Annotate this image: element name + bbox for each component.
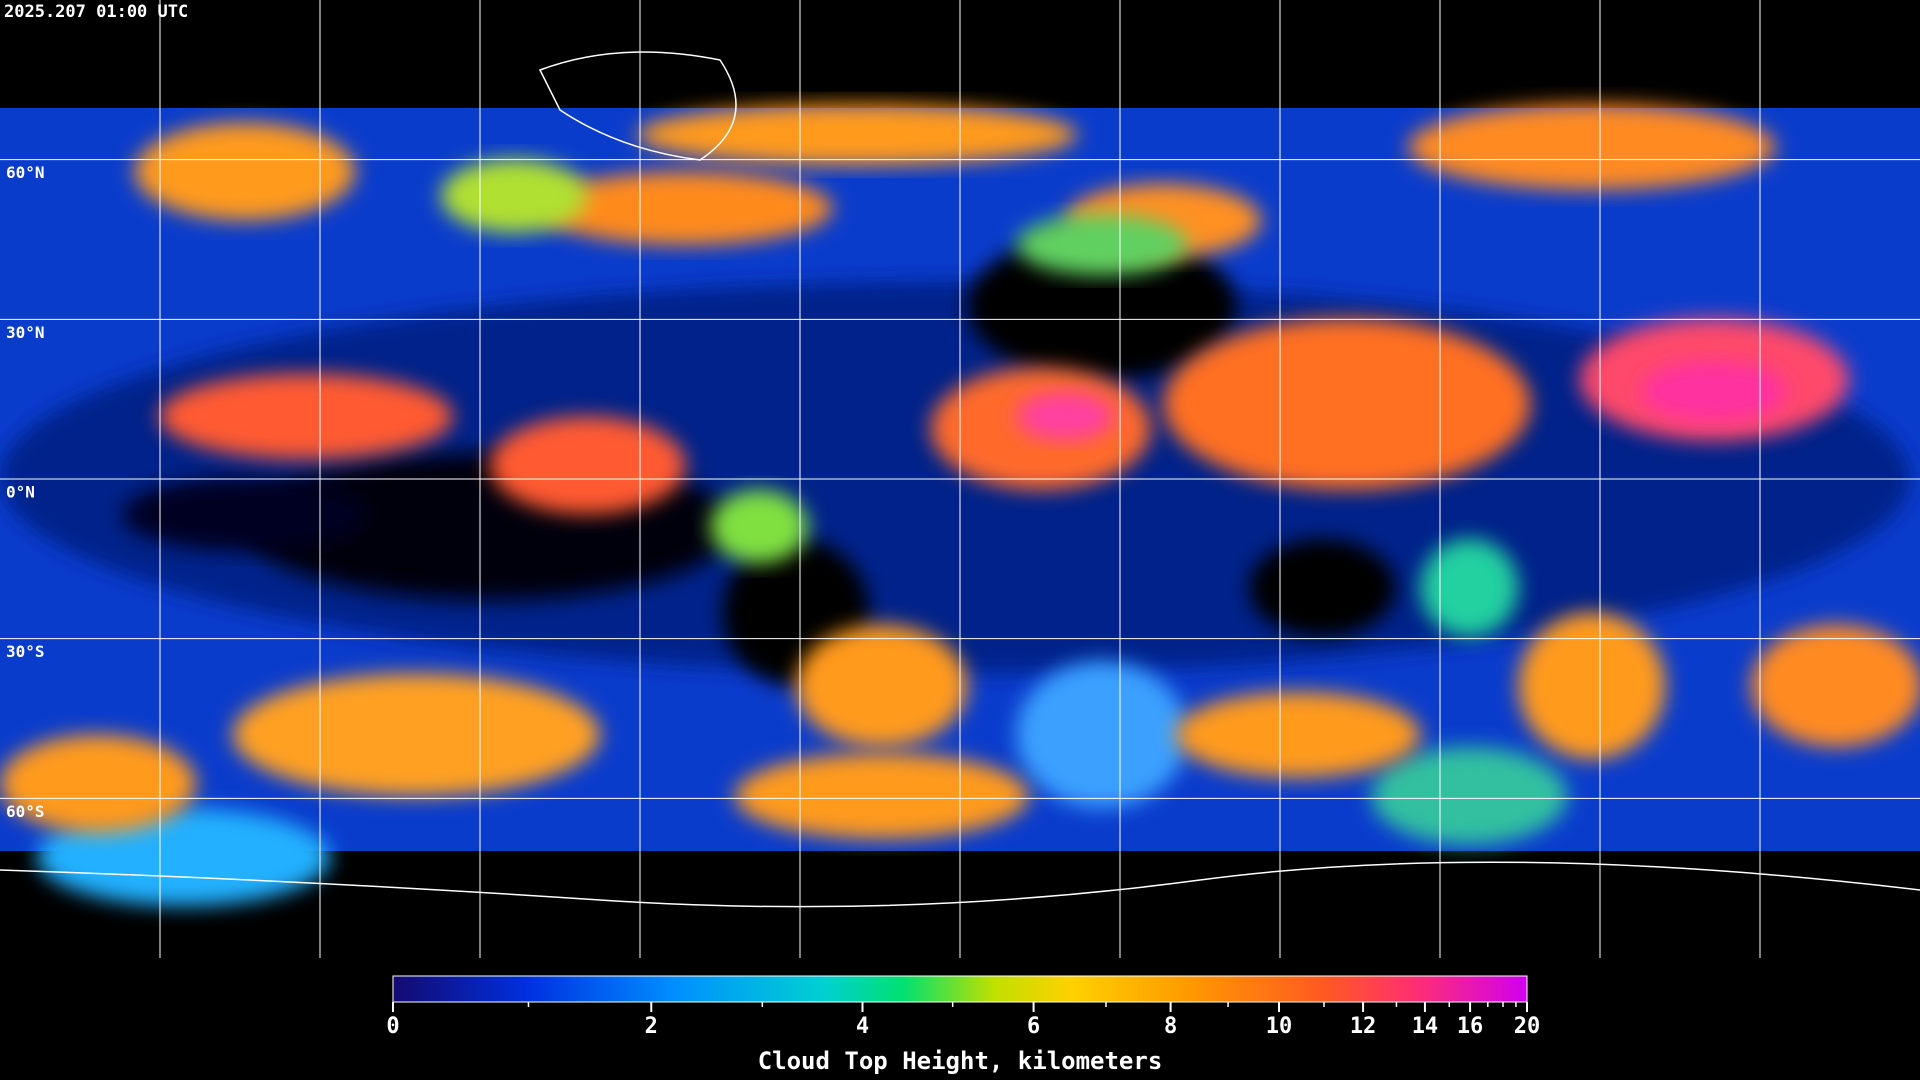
- cloud-area: [134, 122, 356, 221]
- coastline: [538, 51, 737, 161]
- colorbar-tick-label: 4: [856, 1014, 869, 1039]
- cloud-area: [710, 489, 809, 564]
- cloud-area: [1016, 391, 1115, 441]
- cloud-area: [1163, 318, 1531, 490]
- latitude-label: 0°N: [6, 483, 35, 502]
- cloud-area: [1175, 691, 1421, 778]
- cloud-area: [159, 373, 454, 460]
- cloud-area: [232, 673, 600, 796]
- cloud-area: [538, 171, 833, 245]
- cloud-area: [36, 808, 331, 907]
- colorbar-tick-label: 6: [1027, 1014, 1040, 1039]
- latitude-label: 30°S: [6, 642, 45, 661]
- colorbar-tick-label: 0: [386, 1014, 399, 1039]
- graticule: 60°N 30°N 0°N 30°S 60°S: [0, 0, 1920, 958]
- cloud-area: [0, 734, 196, 833]
- colorbar-label: Cloud Top Height, kilometers: [758, 1047, 1163, 1075]
- cloud-area: [1016, 661, 1188, 809]
- cloud-area: [636, 104, 1078, 166]
- latitude-label: 30°N: [6, 323, 45, 342]
- coastline: [0, 861, 1920, 908]
- cloud-area: [1408, 104, 1776, 190]
- cloud-area: [440, 159, 588, 233]
- cloud-area: [1371, 746, 1568, 845]
- cloud-area: [967, 232, 1237, 380]
- cloud-area: [1640, 361, 1788, 423]
- colorbar-tick-label: 10: [1266, 1014, 1293, 1039]
- cloud-area: [1751, 624, 1920, 747]
- cloud-area: [734, 753, 1029, 839]
- cloud-area: [1420, 538, 1519, 637]
- cloud-area: [795, 624, 968, 747]
- cloud-area: [1248, 538, 1396, 637]
- latitude-label: 60°N: [6, 163, 45, 182]
- colorbar-tick-label: 8: [1164, 1014, 1177, 1039]
- colorbar-tick-label: 2: [645, 1014, 658, 1039]
- cloud-area: [1016, 214, 1188, 276]
- cloud-area: [1518, 612, 1666, 760]
- colorbar-tick-label: 12: [1350, 1014, 1377, 1039]
- cloud-area: [122, 477, 368, 552]
- colorbar-tick-label: 16: [1457, 1014, 1484, 1039]
- timestamp: 2025.207 01:00 UTC: [4, 2, 188, 22]
- latitude-label: 60°S: [6, 802, 45, 821]
- colorbar-tick-label: 20: [1514, 1014, 1541, 1039]
- cloud-area: [489, 416, 686, 515]
- colorbar: [392, 975, 1528, 1003]
- colorbar-tick-label: 14: [1412, 1014, 1439, 1039]
